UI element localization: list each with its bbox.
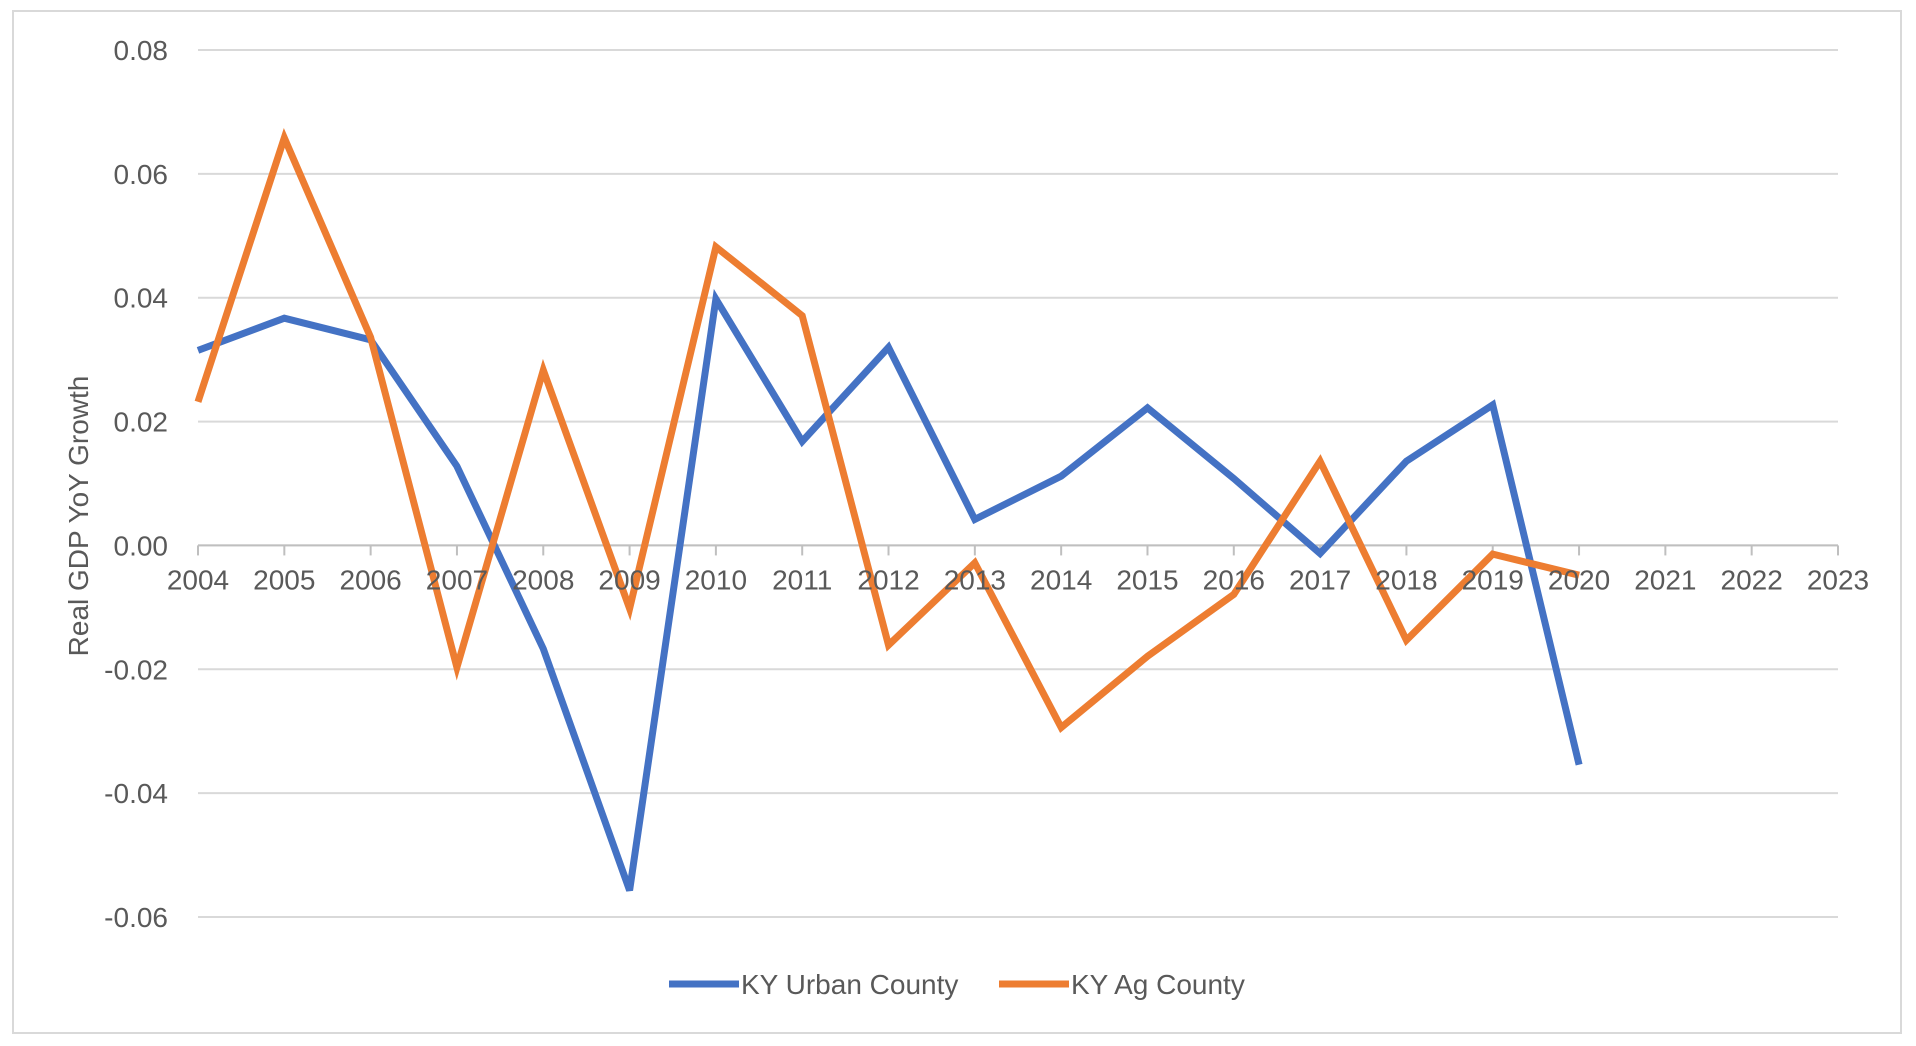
legend-label-1: KY Ag County bbox=[1071, 969, 1245, 1000]
y-tick-label: 0.08 bbox=[114, 35, 169, 66]
x-axis bbox=[197, 544, 1839, 556]
gridlines bbox=[198, 49, 1838, 918]
x-tick-labels: 2004 2005 2006 2007 2008 2009 2010 2011 2012 2013… bbox=[167, 564, 1869, 595]
y-tick-label: 0.04 bbox=[114, 283, 169, 314]
x-tick-label: 2008 bbox=[512, 564, 574, 595]
x-tick-label: 2021 bbox=[1634, 564, 1696, 595]
x-tick-label: 2018 bbox=[1375, 564, 1437, 595]
x-tick-label: 2022 bbox=[1721, 564, 1783, 595]
x-tick-label: 2014 bbox=[1030, 564, 1092, 595]
x-tick-label: 2007 bbox=[426, 564, 488, 595]
line-chart: -0.06 -0.04 -0.02 0.00 0.02 0.04 0.06 0.08 2004… bbox=[63, 35, 1869, 1000]
chart-frame: -0.06 -0.04 -0.02 0.00 0.02 0.04 0.06 0.08 2004… bbox=[12, 10, 1902, 1034]
series-line-1 bbox=[194, 128, 1580, 733]
y-tick-label: -0.04 bbox=[104, 778, 168, 809]
x-tick-label: 2012 bbox=[857, 564, 919, 595]
legend: KY Urban County KY Ag County bbox=[669, 969, 1245, 1000]
x-tick-label: 2011 bbox=[772, 564, 832, 595]
x-tick-label: 2009 bbox=[598, 564, 660, 595]
legend-label-0: KY Urban County bbox=[741, 969, 958, 1000]
x-tick-label: 2023 bbox=[1807, 564, 1869, 595]
y-tick-label: 0.00 bbox=[114, 530, 169, 561]
x-tick-label: 2004 bbox=[167, 564, 229, 595]
x-tick-label: 2013 bbox=[944, 564, 1006, 595]
y-axis-title: Real GDP YoY Growth bbox=[63, 376, 94, 657]
x-tick-label: 2005 bbox=[253, 564, 315, 595]
x-tick-label: 2017 bbox=[1289, 564, 1351, 595]
y-tick-label: 0.02 bbox=[114, 407, 169, 438]
series-lines bbox=[194, 128, 1583, 892]
x-tick-label: 2015 bbox=[1116, 564, 1178, 595]
x-tick-label: 2006 bbox=[339, 564, 401, 595]
y-tick-label: 0.06 bbox=[114, 159, 169, 190]
x-tick-label: 2010 bbox=[685, 564, 747, 595]
y-tick-label: -0.06 bbox=[104, 902, 168, 933]
y-tick-labels: -0.06 -0.04 -0.02 0.00 0.02 0.04 0.06 0.08 bbox=[104, 35, 168, 933]
y-tick-label: -0.02 bbox=[104, 654, 168, 685]
x-tick-label: 2019 bbox=[1462, 564, 1524, 595]
x-tick-label: 2020 bbox=[1548, 564, 1610, 595]
x-tick-label: 2016 bbox=[1203, 564, 1265, 595]
